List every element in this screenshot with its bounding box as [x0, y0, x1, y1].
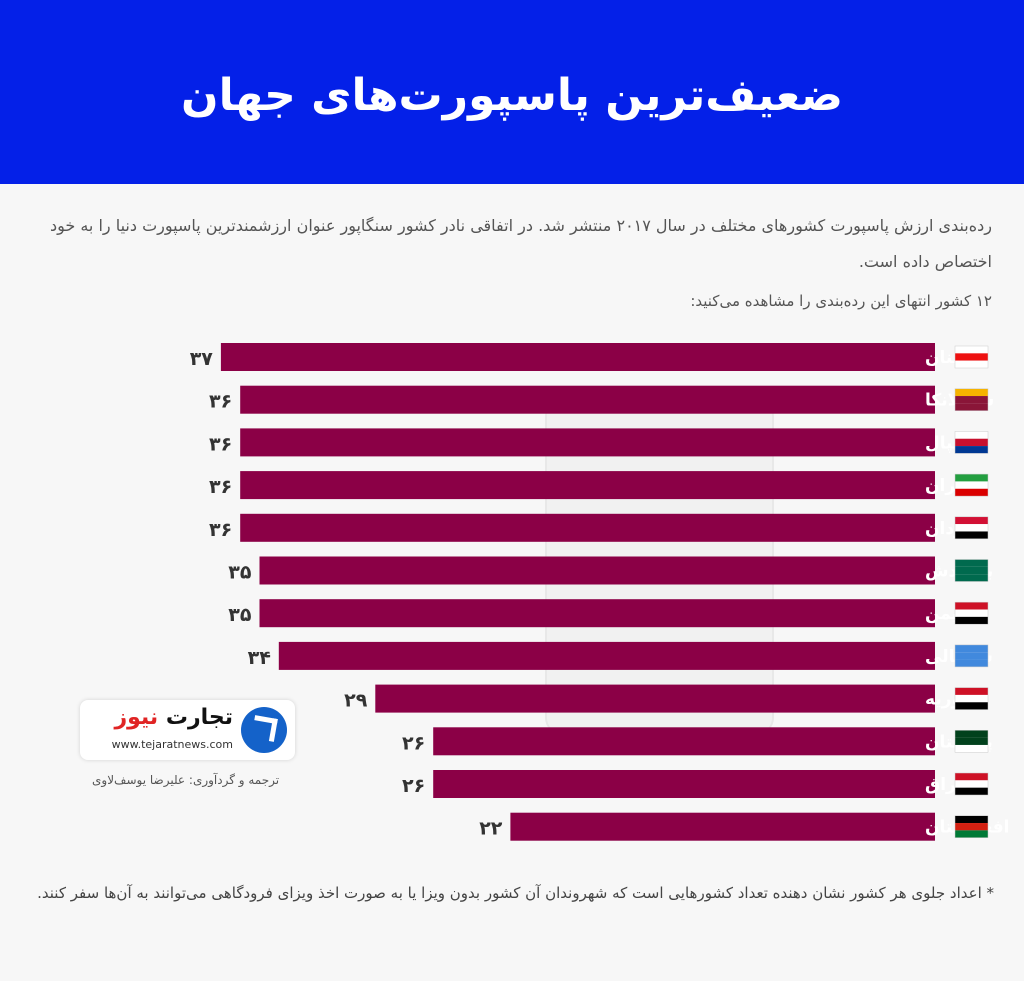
bar — [220, 343, 935, 371]
flag-border — [954, 388, 989, 411]
bar-value-label: ۲۶ — [402, 775, 425, 797]
flag-stripe — [955, 815, 988, 824]
bar-value-label: ۳۵ — [228, 604, 252, 626]
flag-stripe — [955, 737, 988, 745]
footnote: * اعداد جلوی هر کشور نشان دهنده تعداد کش… — [37, 884, 994, 902]
intro-paragraph: رده‌بندی ارزش پاسپورت کشورهای مختلف در س… — [49, 216, 992, 271]
flag-stripe — [955, 360, 988, 368]
flag-stripe — [955, 353, 988, 361]
bar-value-label: ۳۴ — [248, 647, 271, 669]
bar — [433, 727, 935, 756]
logo-name: تجارت نیوز — [114, 705, 233, 730]
bar-value-label: ۲۹ — [344, 690, 368, 712]
flag-stripe — [955, 431, 988, 439]
flag-stripe — [955, 773, 988, 781]
flag-stripe — [955, 438, 988, 447]
logo-name-main: تجارت — [165, 705, 233, 730]
flag-border — [954, 601, 989, 625]
flag-stripe — [955, 609, 988, 617]
page-title: ضعیف‌ترین پاسپورت‌های جهان — [181, 69, 843, 121]
bar-value-label: ۳۶ — [209, 433, 232, 455]
flag-stripe — [955, 516, 988, 525]
flag-stripe — [955, 524, 988, 532]
bar-value-label: ۳۷ — [190, 348, 214, 370]
flag-stripe — [955, 566, 988, 575]
flag-stripe — [955, 744, 988, 753]
flag-stripe — [955, 652, 988, 660]
bar-value-label: ۳۵ — [228, 562, 252, 584]
credit-text: ترجمه و گردآوری: علیرضا یوسف‌لاوی — [92, 773, 280, 787]
bar — [433, 770, 935, 798]
bar — [240, 471, 935, 500]
flag-stripe — [955, 830, 988, 838]
tejaratnews-logo-icon — [241, 707, 287, 753]
header-banner: ضعیف‌ترین پاسپورت‌های جهان — [0, 0, 1024, 184]
flag-stripe — [955, 474, 988, 482]
flag-border — [954, 473, 989, 497]
flag-stripe — [955, 446, 988, 454]
flag-stripe — [955, 780, 988, 788]
flag-stripe — [955, 559, 988, 567]
bar-value-label: ۳۶ — [209, 476, 232, 498]
bar — [259, 556, 935, 585]
flag-border — [954, 815, 989, 838]
bar-category-label: نپال — [925, 433, 959, 453]
flag-border — [954, 772, 989, 796]
bar — [240, 513, 935, 542]
flag-stripe — [955, 616, 988, 625]
tejaratnews-logo: تجارت نیوز www.tejaratnews.com — [80, 700, 295, 760]
chart-subhead: ۱۲ کشور انتهای این رده‌بندی را مشاهده می… — [690, 292, 992, 310]
logo-name-accent: نیوز — [114, 705, 159, 730]
flag-stripe — [955, 481, 988, 489]
flag-border — [954, 516, 989, 540]
bar-value-label: ۳۶ — [209, 519, 232, 541]
logo-url: www.tejaratnews.com — [111, 738, 233, 751]
bar — [510, 812, 935, 841]
bar-value-label: ۲۲ — [479, 818, 503, 840]
flag-stripe — [955, 659, 988, 667]
flag-border — [954, 644, 989, 668]
flag-stripe — [955, 730, 988, 738]
flag-stripe — [955, 574, 988, 582]
flag-stripe — [955, 531, 988, 539]
flag-stripe — [955, 346, 988, 354]
bar — [240, 385, 935, 414]
flag-stripe — [955, 388, 988, 397]
bar — [278, 641, 935, 670]
flag-stripe — [955, 488, 988, 497]
flag-stripe — [955, 702, 988, 710]
bar-value-label: ۲۶ — [402, 732, 425, 754]
flag-stripe — [955, 396, 988, 404]
flag-stripe — [955, 602, 988, 610]
flag-border — [954, 730, 989, 753]
flag-stripe — [955, 787, 988, 795]
bar — [240, 428, 935, 457]
bar — [375, 684, 935, 713]
flag-border — [954, 431, 989, 454]
flag-border — [954, 559, 989, 582]
bar-category-label: یمن — [925, 604, 958, 624]
bar — [259, 599, 935, 628]
flag-border — [954, 345, 989, 369]
flag-stripe — [955, 694, 988, 703]
flag-stripe — [955, 687, 988, 695]
flag-border — [954, 687, 989, 710]
flag-stripe — [955, 644, 988, 653]
flag-stripe — [955, 403, 988, 411]
bar-chart: لبنان۳۷سریلانکا۳۶نپال۳۶ایران۳۶سودان۳۶بنگ… — [190, 343, 1009, 841]
bar-value-label: ۳۶ — [209, 391, 232, 413]
flag-stripe — [955, 823, 988, 831]
